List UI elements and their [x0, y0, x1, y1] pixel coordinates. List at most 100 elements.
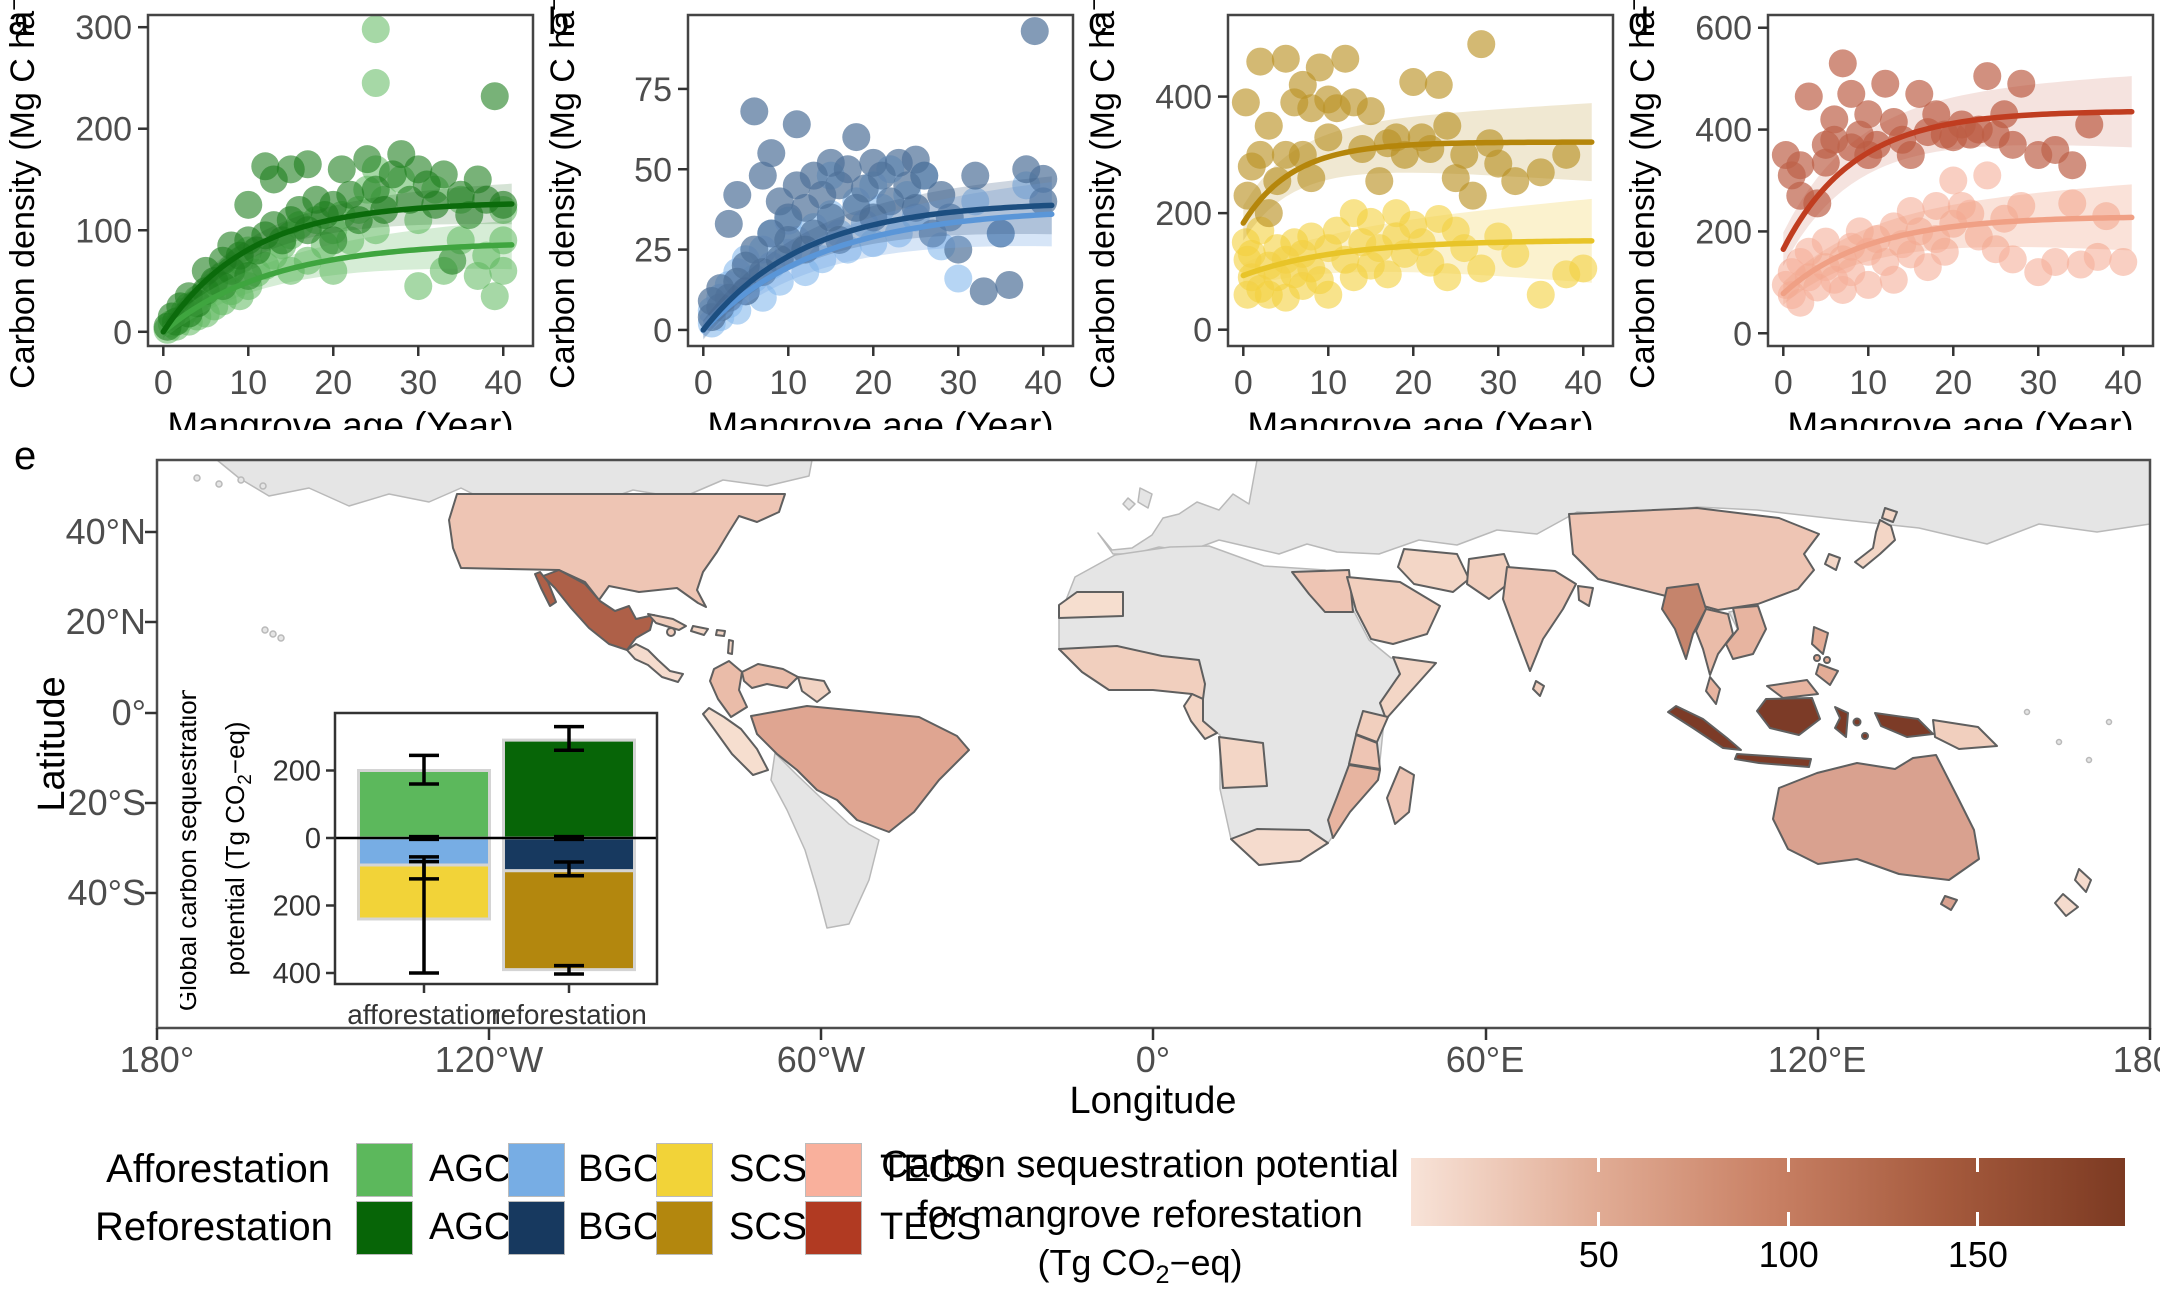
aleutian-island	[193, 474, 201, 482]
panel-letter: c	[1088, 1, 1107, 43]
y-axis-label: Carbon density (Mg C ha−1)	[1, 0, 42, 389]
scatter-point-reforestation	[1433, 111, 1462, 140]
hawaii-island	[261, 626, 269, 634]
scatter-point-reforestation	[1424, 70, 1453, 99]
pacific-island	[2023, 708, 2031, 716]
scatter-point-reforestation	[944, 235, 973, 264]
scatter-point-reforestation	[1501, 167, 1530, 196]
plot-frame	[1766, 13, 2155, 348]
legend-swatch-afforestation-scs	[656, 1143, 713, 1197]
scatter-point-afforestation	[480, 282, 509, 311]
colorbar-tick	[1976, 1212, 1980, 1226]
scatter-point-afforestation	[2007, 191, 2036, 220]
colorbar-tick	[1597, 1212, 1601, 1226]
country-colombia	[709, 660, 748, 718]
scatter-point-reforestation	[969, 277, 998, 306]
inset-y-tick-label: 200	[273, 756, 321, 788]
lon-tick-label: 60°W	[776, 1039, 866, 1080]
country-hispaniola	[690, 625, 709, 636]
legend-label-scs: SCS	[729, 1148, 808, 1190]
legend-and-colorbar: Afforestation Reforestation AGC BGC SCS …	[0, 1130, 2160, 1299]
scatter-point-reforestation	[1231, 88, 1260, 117]
scatter-point-afforestation	[404, 272, 433, 301]
scatter-point-reforestation	[1020, 17, 1049, 46]
scatter-point-afforestation	[1373, 260, 1402, 289]
x-tick-label: 20	[854, 364, 892, 402]
x-axis-label: Mangrove age (Year)	[1247, 405, 1593, 430]
country-arabia	[1346, 576, 1441, 645]
x-tick-label: 20	[314, 364, 352, 402]
aleutian-island	[259, 482, 267, 490]
scatter-point-afforestation	[1467, 254, 1496, 283]
scatter-point-afforestation	[1930, 237, 1959, 266]
legend-label-agc: AGC	[429, 1148, 512, 1190]
lat-tick-label: 0°	[111, 692, 146, 733]
scatter-point-reforestation	[1828, 49, 1857, 78]
colorbar: 50 100 150	[1411, 1158, 2125, 1308]
country-mozambique	[1327, 764, 1381, 839]
x-tick-label: 10	[1309, 364, 1347, 402]
colorbar-tick	[1976, 1158, 1980, 1172]
country-guyanas	[797, 676, 831, 703]
scatter-point-reforestation	[1246, 140, 1275, 169]
scatter-point-afforestation	[1356, 207, 1385, 236]
x-tick-label: 30	[2019, 364, 2057, 402]
country-china	[1568, 507, 1820, 611]
y-tick-label: 600	[1695, 10, 1752, 48]
inset-bar-reforestation-AGC	[502, 738, 636, 840]
y-tick-label: 50	[634, 151, 672, 189]
scatter-point-reforestation	[2058, 151, 2087, 180]
scatter-point-afforestation	[361, 69, 390, 98]
choropleth-countries	[448, 493, 2092, 917]
scatter-point-reforestation	[961, 161, 990, 190]
y-tick-label: 0	[113, 314, 132, 352]
scatter-point-afforestation	[1939, 166, 1968, 195]
legend-swatch-afforestation-bgc	[508, 1143, 565, 1197]
scatter-point-reforestation	[714, 209, 743, 238]
country-mauritania	[1058, 591, 1124, 619]
country-philippines	[1811, 626, 1839, 686]
x-tick-label: 20	[1934, 364, 1972, 402]
colorbar-unit-subscript: 2	[1155, 1261, 1170, 1290]
country-japan	[1854, 507, 1898, 569]
scatter-panel-a: 0 10 20 30 40 0 100 200 300 Mangrove age (Year) Ca…	[0, 0, 540, 446]
country-lesser-antilles	[727, 639, 734, 655]
scatter-point-reforestation	[2007, 69, 2036, 98]
colorbar-gradient	[1411, 1158, 2125, 1226]
country-egypt	[1291, 569, 1354, 613]
scatter-point-reforestation	[986, 219, 1015, 248]
x-tick-label: 40	[484, 364, 522, 402]
legend-swatch-reforestation-tecs	[805, 1201, 862, 1255]
legend-label-bgc: BGC	[578, 1148, 661, 1190]
x-axis-label: Mangrove age (Year)	[167, 405, 513, 430]
inset-bar-reforestation-SCS	[502, 869, 636, 972]
scatter-point-afforestation	[1998, 245, 2027, 274]
map-panel: e Latitude 40°N 20°N 0° 20°S 40°S	[0, 430, 2160, 1130]
scatter-point-reforestation	[1820, 105, 1849, 134]
y-tick-label: 0	[1193, 312, 1212, 350]
panel-letter-e: e	[14, 434, 37, 478]
scatter-point-reforestation	[842, 123, 871, 152]
fit-curve-afforestation	[700, 211, 1055, 333]
inset-y-axis-label-line2: potential (Tg CO2−eq)	[220, 721, 256, 975]
panel-letter: a	[8, 1, 30, 43]
scatter-point-reforestation	[910, 161, 939, 190]
scatter-panel-b: 0 10 20 30 40 0 25 50 75 Mangrove age (Year) Carbo…	[540, 0, 1080, 446]
scatter-point-reforestation	[1288, 70, 1317, 99]
scatter-point-afforestation	[2058, 189, 2087, 218]
scatter-point-reforestation	[1794, 82, 1823, 111]
scatter-point-reforestation	[319, 226, 348, 255]
longitude-axis-label: Longitude	[1069, 1080, 1237, 1122]
scatter-point-reforestation	[995, 270, 1024, 299]
legend-label-bgc: BGC	[578, 1206, 661, 1248]
scatter-point-afforestation	[2083, 242, 2112, 271]
y-tick-label: 0	[1733, 315, 1752, 353]
y-tick-label: 0	[653, 312, 672, 350]
confidence-ribbon-afforestation	[1783, 184, 2132, 305]
panel-letter: d	[1628, 1, 1649, 43]
country-iran	[1397, 548, 1470, 593]
